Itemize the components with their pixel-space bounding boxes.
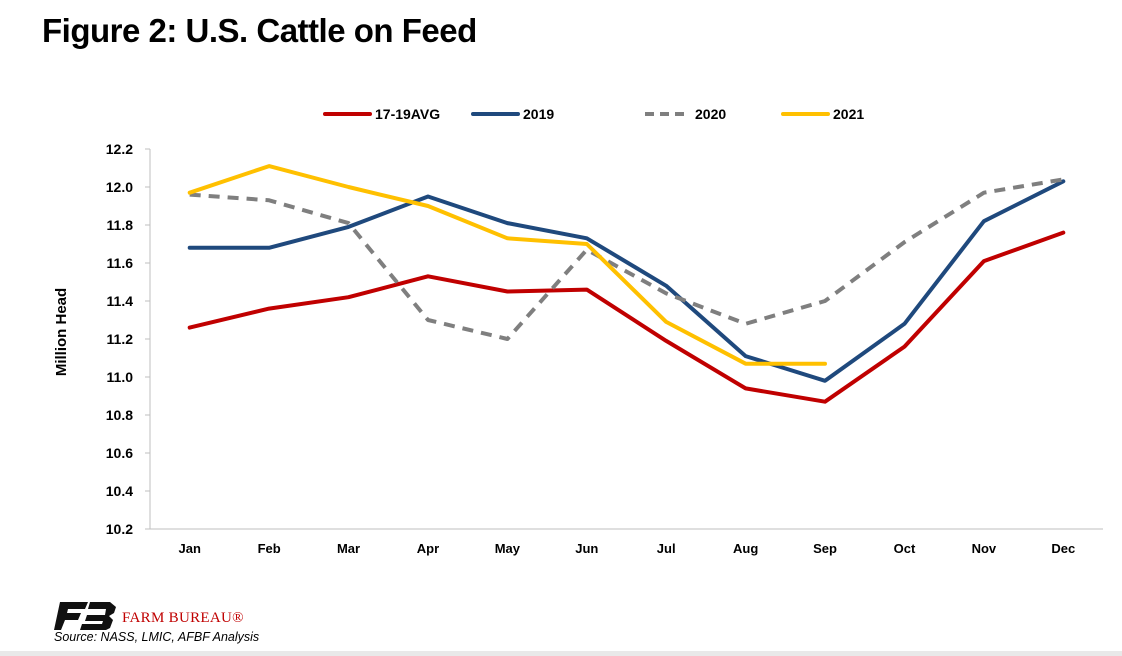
x-tick-label: Dec <box>1051 541 1075 556</box>
legend-label: 17-19AVG <box>375 106 440 122</box>
x-tick-label: Apr <box>417 541 439 556</box>
x-tick-label: Aug <box>733 541 758 556</box>
series-line-2020 <box>189 177 1064 341</box>
series-lines <box>187 164 1066 404</box>
x-axis-ticks: Jan Feb Mar Apr May Jun Jul Aug Sep Oct Nov Dec <box>179 541 1076 556</box>
y-tick-label: 10.2 <box>106 521 133 537</box>
x-tick-label: Mar <box>337 541 360 556</box>
y-tick-label: 10.8 <box>106 407 133 423</box>
y-tick-label: 10.6 <box>106 445 133 461</box>
x-tick-label: Jun <box>575 541 598 556</box>
y-tick-label: 12.0 <box>106 179 133 195</box>
x-tick-label: Sep <box>813 541 837 556</box>
x-tick-label: Jul <box>657 541 676 556</box>
brand-name: FARM BUREAU® <box>122 610 244 626</box>
x-tick-label: Jan <box>179 541 201 556</box>
y-tick-label: 11.8 <box>107 217 134 233</box>
series-line-2019 <box>187 179 1066 383</box>
y-tick-label: 11.6 <box>107 255 134 271</box>
farm-bureau-logo-icon <box>54 602 116 630</box>
y-tick-label: 11.0 <box>107 369 134 385</box>
series-line-2021 <box>187 164 827 366</box>
y-tick-label: 11.4 <box>107 293 134 309</box>
y-axis-ticks: 12.2 12.0 11.8 11.6 11.4 11.2 11.0 10.8 10.6 10.4… <box>106 141 150 537</box>
y-axis-label: Million Head <box>53 288 70 376</box>
y-tick-label: 12.2 <box>106 141 133 157</box>
chart-title: Figure 2: U.S. Cattle on Feed <box>42 12 477 49</box>
x-tick-label: May <box>495 541 521 556</box>
y-tick-label: 11.2 <box>107 331 134 347</box>
x-tick-label: Nov <box>972 541 997 556</box>
bottom-divider <box>0 651 1122 656</box>
legend-label: 2020 <box>695 106 726 122</box>
chart-legend: 17-19AVG 2019 2020 2021 <box>323 106 864 122</box>
x-tick-label: Feb <box>258 541 281 556</box>
legend-label: 2021 <box>833 106 864 122</box>
x-tick-label: Oct <box>894 541 916 556</box>
legend-label: 2019 <box>523 106 554 122</box>
source-note: Source: NASS, LMIC, AFBF Analysis <box>54 630 260 644</box>
y-tick-label: 10.4 <box>106 483 133 499</box>
series-line-17-19avg <box>187 230 1066 404</box>
